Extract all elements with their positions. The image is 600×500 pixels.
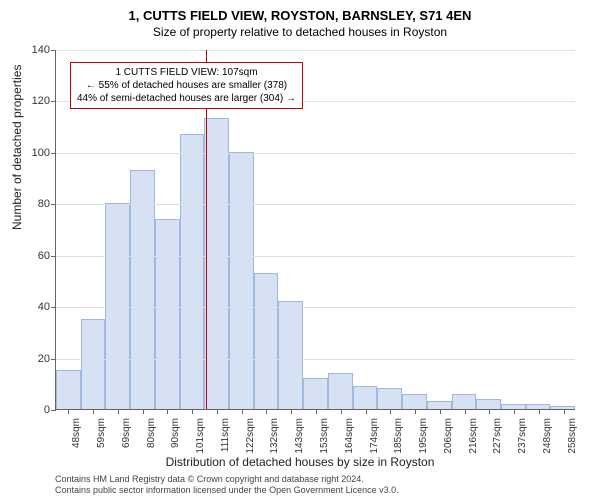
annotation-line: 44% of semi-detached houses are larger (… — [77, 92, 296, 105]
y-tick-mark — [51, 153, 56, 154]
x-tick-mark — [192, 409, 193, 414]
x-tick-label: 90sqm — [170, 418, 181, 448]
grid-line — [56, 256, 575, 257]
y-tick-label: 40 — [38, 301, 50, 313]
x-tick-mark — [341, 409, 342, 414]
x-tick-label: 195sqm — [418, 418, 429, 454]
grid-line — [56, 153, 575, 154]
x-tick-mark — [266, 409, 267, 414]
x-axis-label: Distribution of detached houses by size … — [0, 455, 600, 469]
x-tick-mark — [415, 409, 416, 414]
x-tick-mark — [440, 409, 441, 414]
x-tick-label: 237sqm — [517, 418, 528, 454]
x-tick-label: 153sqm — [319, 418, 330, 454]
y-tick-mark — [51, 204, 56, 205]
histogram-bar — [254, 273, 279, 409]
x-tick-mark — [291, 409, 292, 414]
x-tick-label: 164sqm — [344, 418, 355, 454]
footnote-line1: Contains HM Land Registry data © Crown c… — [55, 474, 399, 485]
x-tick-mark — [118, 409, 119, 414]
footnote: Contains HM Land Registry data © Crown c… — [55, 474, 399, 496]
histogram-bar — [229, 152, 254, 409]
y-tick-label: 60 — [38, 250, 50, 262]
histogram-bar — [452, 394, 477, 409]
y-tick-mark — [51, 50, 56, 51]
y-tick-label: 100 — [32, 147, 50, 159]
x-tick-mark — [514, 409, 515, 414]
x-tick-label: 185sqm — [393, 418, 404, 454]
histogram-bar — [427, 401, 452, 409]
histogram-bar — [377, 388, 402, 409]
grid-line — [56, 204, 575, 205]
y-tick-label: 120 — [32, 95, 50, 107]
plot-area: 02040608010012014048sqm59sqm69sqm80sqm90… — [55, 50, 575, 410]
x-tick-mark — [68, 409, 69, 414]
footnote-line2: Contains public sector information licen… — [55, 485, 399, 496]
chart-title-main: 1, CUTTS FIELD VIEW, ROYSTON, BARNSLEY, … — [0, 0, 600, 23]
histogram-bar — [81, 319, 106, 409]
y-tick-mark — [51, 307, 56, 308]
y-tick-label: 80 — [38, 198, 50, 210]
x-tick-mark — [316, 409, 317, 414]
x-tick-mark — [465, 409, 466, 414]
y-tick-mark — [51, 359, 56, 360]
y-tick-label: 20 — [38, 353, 50, 365]
histogram-bar — [155, 219, 180, 409]
annotation-line: 1 CUTTS FIELD VIEW: 107sqm — [77, 66, 296, 79]
histogram-bar — [204, 118, 229, 409]
x-tick-mark — [167, 409, 168, 414]
histogram-bar — [476, 399, 501, 409]
x-tick-label: 143sqm — [294, 418, 305, 454]
grid-line — [56, 50, 575, 51]
x-tick-label: 227sqm — [492, 418, 503, 454]
x-tick-label: 248sqm — [542, 418, 553, 454]
x-tick-mark — [143, 409, 144, 414]
x-tick-label: 122sqm — [245, 418, 256, 454]
histogram-bar — [130, 170, 155, 409]
x-tick-label: 80sqm — [146, 418, 157, 448]
x-tick-mark — [390, 409, 391, 414]
histogram-bar — [328, 373, 353, 409]
histogram-bar — [402, 394, 427, 409]
y-tick-mark — [51, 256, 56, 257]
y-tick-label: 140 — [32, 44, 50, 56]
x-tick-label: 206sqm — [443, 418, 454, 454]
x-tick-label: 101sqm — [195, 418, 206, 454]
x-tick-label: 132sqm — [269, 418, 280, 454]
x-tick-mark — [366, 409, 367, 414]
x-tick-label: 174sqm — [369, 418, 380, 454]
x-tick-label: 59sqm — [96, 418, 107, 448]
annotation-box: 1 CUTTS FIELD VIEW: 107sqm← 55% of detac… — [70, 62, 303, 109]
x-tick-mark — [242, 409, 243, 414]
histogram-bar — [353, 386, 378, 409]
y-axis-label: Number of detached properties — [10, 65, 24, 230]
x-tick-label: 69sqm — [121, 418, 132, 448]
histogram-bar — [105, 203, 130, 409]
x-tick-mark — [539, 409, 540, 414]
histogram-bar — [303, 378, 328, 409]
histogram-bar — [278, 301, 303, 409]
annotation-line: ← 55% of detached houses are smaller (37… — [77, 79, 296, 92]
grid-line — [56, 359, 575, 360]
chart-area: 02040608010012014048sqm59sqm69sqm80sqm90… — [55, 50, 575, 410]
histogram-bar — [56, 370, 81, 409]
histogram-bar — [180, 134, 205, 409]
x-tick-mark — [217, 409, 218, 414]
x-tick-mark — [93, 409, 94, 414]
x-tick-label: 216sqm — [468, 418, 479, 454]
x-tick-label: 111sqm — [220, 418, 231, 452]
chart-title-sub: Size of property relative to detached ho… — [0, 23, 600, 39]
x-tick-mark — [489, 409, 490, 414]
y-tick-label: 0 — [44, 404, 50, 416]
y-tick-mark — [51, 101, 56, 102]
grid-line — [56, 307, 575, 308]
y-tick-mark — [51, 410, 56, 411]
x-tick-mark — [564, 409, 565, 414]
x-tick-label: 48sqm — [71, 418, 82, 448]
x-tick-label: 258sqm — [567, 418, 578, 454]
